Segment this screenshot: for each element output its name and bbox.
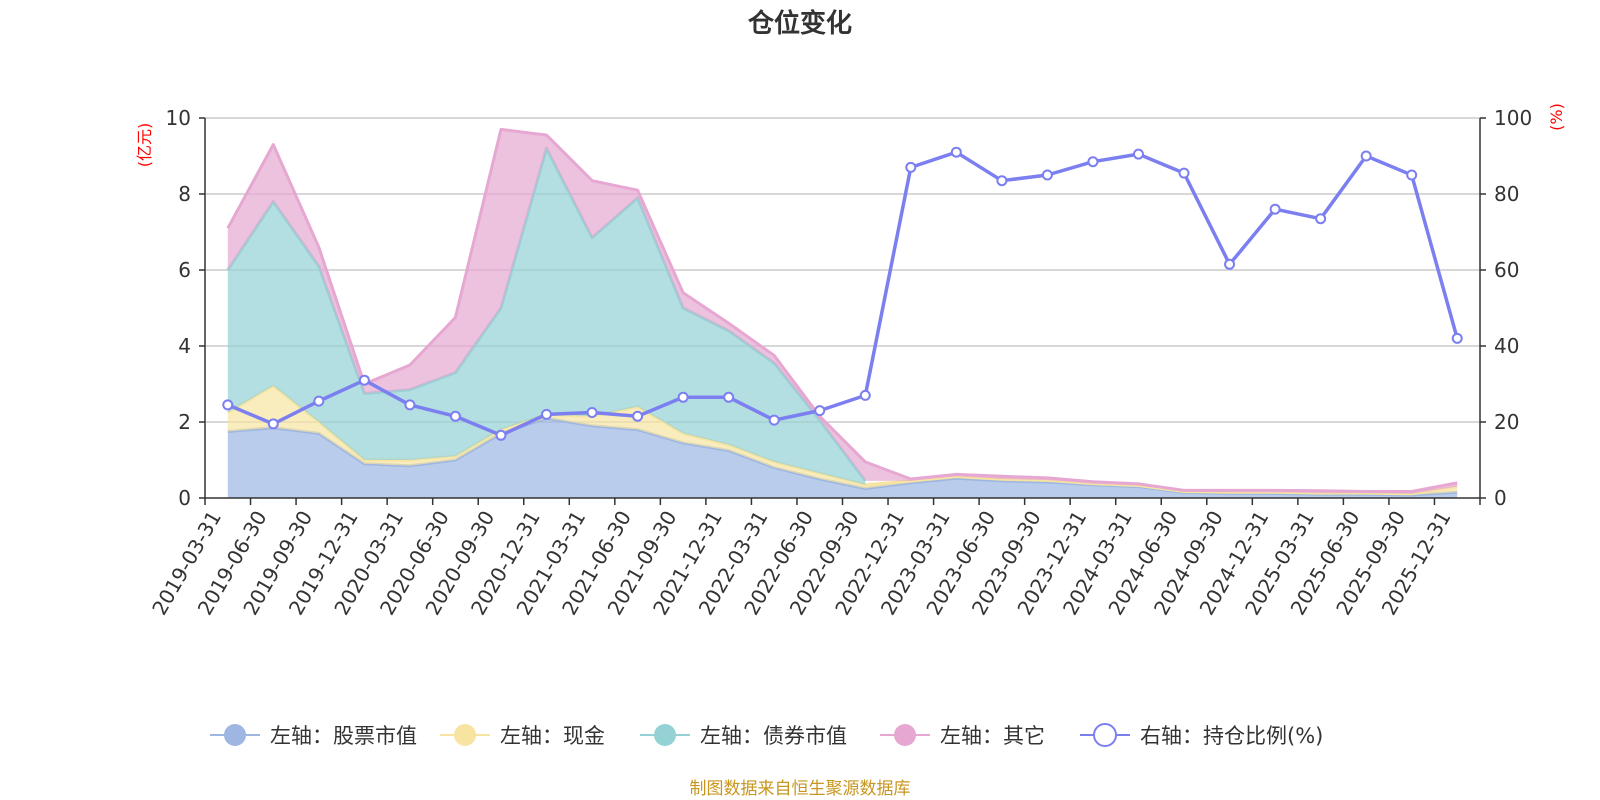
ratio-point — [313, 395, 325, 407]
data-source-note: 制图数据来自恒生聚源数据库 — [690, 779, 911, 799]
ratio-point — [859, 389, 871, 401]
area-series — [226, 127, 1458, 498]
legend-label-cash: 左轴：现金 — [500, 724, 605, 748]
left-axis-tick-label: 4 — [178, 334, 191, 358]
x-tick-labels: 2019-03-312019-06-302019-09-302019-12-31… — [147, 506, 1455, 619]
legend-marker-ratio — [1093, 723, 1117, 747]
legend-marker-other — [894, 724, 916, 746]
ratio-point — [1406, 169, 1418, 181]
area-other-edge — [226, 127, 1458, 493]
legend-label-other: 左轴：其它 — [940, 724, 1045, 748]
right-axis-tick-label: 100 — [1494, 106, 1532, 130]
right-axis-tick-label: 0 — [1494, 486, 1507, 510]
legend-marker-cash — [454, 724, 476, 746]
ratio-point — [768, 414, 780, 426]
legend-label-ratio: 右轴：持仓比例(%) — [1140, 724, 1323, 748]
left-axis-unit: (亿元) — [135, 123, 154, 168]
ratio-point — [1178, 167, 1190, 179]
ratio-point — [1041, 169, 1053, 181]
ratio-point — [1087, 156, 1099, 168]
ratio-point — [632, 410, 644, 422]
grid-lines — [205, 117, 1480, 423]
legend-marker-bond — [654, 724, 676, 746]
chart-title: 仓位变化 — [747, 8, 852, 39]
ratio-point — [1451, 332, 1463, 344]
ratio-point — [950, 146, 962, 158]
ratio-point — [358, 374, 370, 386]
ratio-line-series — [222, 146, 1463, 441]
legend: 左轴：股票市值 左轴：现金 左轴：债券市值 左轴：其它 右轴：持仓比例(%) — [210, 723, 1323, 748]
left-axis-tick-label: 0 — [178, 486, 191, 510]
legend-label-bond: 左轴：债券市值 — [700, 724, 847, 748]
ratio-point — [677, 391, 689, 403]
left-axis-tick-label: 6 — [178, 258, 191, 282]
ratio-point — [814, 405, 826, 417]
area-stock — [227, 418, 1458, 498]
ratio-point — [1224, 258, 1236, 270]
ratio-point — [222, 399, 234, 411]
area-bond — [227, 148, 866, 485]
ratio-point — [723, 391, 735, 403]
ratio-point — [495, 429, 507, 441]
left-axis-tick-label: 2 — [178, 410, 191, 434]
ratio-point — [1132, 148, 1144, 160]
ratio-point — [541, 408, 553, 420]
ratio-point — [449, 410, 461, 422]
ratio-point — [905, 161, 917, 173]
ratio-point — [267, 418, 279, 430]
right-axis-tick-label: 80 — [1494, 182, 1519, 206]
legend-label-stock: 左轴：股票市值 — [270, 724, 417, 748]
ratio-point — [1269, 203, 1281, 215]
ratio-point — [996, 175, 1008, 187]
ratio-point — [1360, 150, 1372, 162]
right-axis-unit: (%) — [1547, 103, 1566, 131]
right-axis-tick-label: 40 — [1494, 334, 1519, 358]
ratio-point — [404, 399, 416, 411]
axes — [199, 117, 1486, 505]
ratio-point — [586, 407, 598, 418]
left-axis-tick-label: 10 — [166, 106, 191, 130]
area-other — [227, 129, 1458, 494]
ratio-line — [227, 150, 1459, 438]
legend-marker-stock — [224, 724, 246, 746]
right-axis-tick-label: 60 — [1494, 258, 1519, 282]
right-axis-tick-label: 20 — [1494, 410, 1519, 434]
left-axis-tick-label: 8 — [178, 182, 191, 206]
ratio-point — [1315, 213, 1327, 225]
